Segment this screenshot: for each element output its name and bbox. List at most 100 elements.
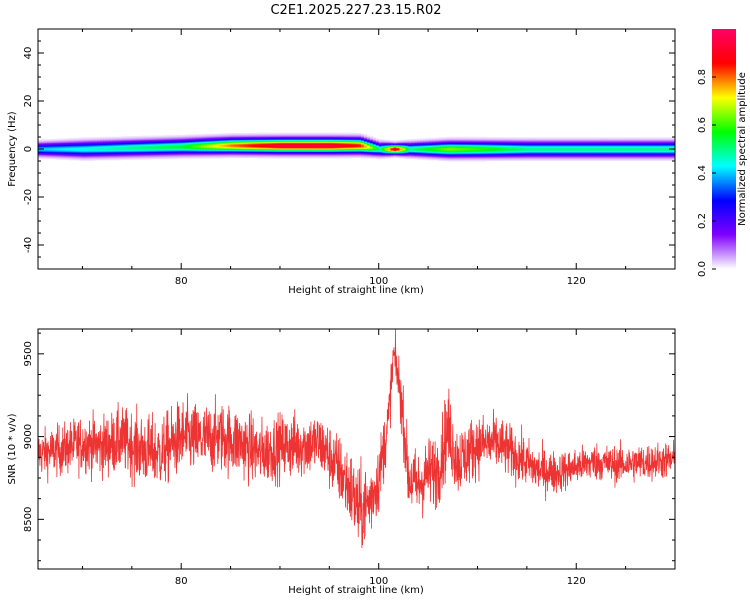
spectrogram-cell	[372, 151, 377, 153]
spectrogram-cell	[399, 152, 403, 154]
spectrogram-cell	[310, 147, 314, 149]
spectrogram-cell	[118, 137, 122, 139]
spectrogram-cell	[298, 140, 303, 142]
spectrogram-cell	[355, 135, 359, 137]
spectrogram-cell	[349, 153, 353, 155]
spectrogram-cell	[257, 136, 261, 137]
spectrogram-cell	[372, 143, 377, 145]
spectrogram-cell	[200, 150, 205, 152]
spectrogram-cell	[357, 154, 362, 156]
spectrogram-cell	[239, 143, 243, 145]
spectrogram-cell	[301, 157, 306, 159]
spectrogram-cell	[195, 142, 199, 144]
spectrogram-cell	[304, 157, 309, 159]
spectrogram-cell	[363, 154, 368, 156]
spectrogram-cell	[272, 137, 276, 139]
spectrogram-cell	[67, 140, 71, 142]
spectrogram-cell	[186, 140, 190, 142]
spectrogram-cell	[88, 154, 92, 156]
spectrogram-cell	[405, 143, 409, 145]
spectrogram-cell	[357, 152, 362, 154]
spectrogram-cell	[209, 155, 214, 157]
spectrogram-cell	[245, 135, 249, 137]
spectrogram-cell	[85, 150, 89, 152]
spectrogram-cell	[405, 152, 409, 154]
spectrogram-cell	[192, 149, 196, 151]
spectrogram-cell	[260, 139, 264, 140]
spectrogram-cell	[298, 133, 303, 135]
spectrogram-cell	[381, 140, 386, 142]
spectrogram-cell	[168, 135, 172, 137]
spectrogram-cell	[242, 140, 246, 142]
spectrogram-cell	[393, 154, 397, 155]
spectrogram-cell	[91, 140, 95, 142]
spectrogram-cell	[390, 148, 394, 149]
spectrogram-cell	[183, 155, 187, 157]
spectrogram-cell	[378, 147, 383, 149]
spectrogram-cell	[357, 146, 362, 148]
spectrogram-cell	[129, 157, 134, 158]
spectrogram-cell	[162, 145, 166, 146]
spectrogram-cell	[396, 141, 400, 143]
spectrogram-cell	[295, 136, 300, 138]
spectrogram-cell	[206, 145, 211, 147]
spectrogram-cell	[82, 156, 86, 158]
spectrogram-cell	[195, 146, 199, 148]
spectrogram-cell	[272, 142, 276, 143]
spectrogram-cell	[286, 152, 291, 154]
spectrogram-cell	[340, 146, 344, 148]
spectrogram-cell	[186, 146, 190, 148]
spectrogram-cell	[263, 148, 267, 149]
spectrogram-cell	[189, 139, 193, 140]
spectrogram-cell	[94, 158, 98, 160]
spectrogram-cell	[316, 154, 320, 156]
spectrogram-cell	[94, 140, 98, 142]
spectrogram-cell	[100, 152, 104, 154]
spectrogram-cell	[319, 140, 323, 142]
spectrogram-cell	[272, 148, 276, 149]
spectrogram-cell	[307, 146, 311, 148]
spectrogram-cell	[307, 148, 311, 149]
spectrogram-cell	[192, 154, 196, 155]
spectrogram-cell	[301, 146, 306, 148]
spectrogram-cell	[88, 154, 92, 155]
spectrogram-cell	[100, 144, 104, 146]
spectrogram-cell	[346, 134, 350, 136]
spectrogram-cell	[85, 152, 89, 154]
spectrogram-cell	[106, 136, 110, 138]
spectrogram-cell	[64, 140, 69, 142]
spectrogram-cell	[248, 143, 252, 145]
spectrogram-cell	[165, 142, 169, 144]
spectrogram-cell	[109, 140, 113, 142]
spectrogram-cell	[120, 137, 125, 139]
spectrogram-cell	[224, 142, 229, 144]
spectrogram-cell	[316, 147, 320, 149]
spectrogram-cell	[100, 151, 104, 152]
spectrogram-cell	[372, 142, 377, 144]
spectrogram-cell	[64, 157, 69, 159]
spectrogram-cell	[266, 134, 270, 136]
spectrogram-cell	[64, 147, 69, 149]
spectrogram-cell	[334, 149, 338, 151]
spectrogram-cell	[52, 143, 57, 145]
spectrogram-cell	[337, 148, 341, 149]
spectrogram-cell	[76, 146, 80, 148]
spectrogram-cell	[91, 156, 95, 158]
spectrogram-cell	[79, 148, 83, 149]
spectrogram-cell	[266, 151, 270, 152]
spectrogram-cell	[183, 147, 187, 149]
spectrogram-cell	[79, 157, 83, 159]
spectrogram-cell	[147, 152, 151, 154]
spectrogram-cell	[195, 154, 199, 156]
spectrogram-cell	[64, 144, 69, 146]
spectrogram-cell	[218, 140, 223, 142]
spectrogram-cell	[144, 148, 149, 150]
spectrogram-cell	[357, 155, 362, 157]
spectrogram-cell	[195, 150, 199, 152]
spectrogram-cell	[230, 133, 234, 135]
spectrogram-cell	[239, 145, 243, 147]
spectrogram-cell	[269, 149, 273, 151]
spectrogram-cell	[260, 144, 264, 146]
spectrogram-cell	[138, 140, 143, 142]
spectrogram-cell	[186, 151, 190, 153]
